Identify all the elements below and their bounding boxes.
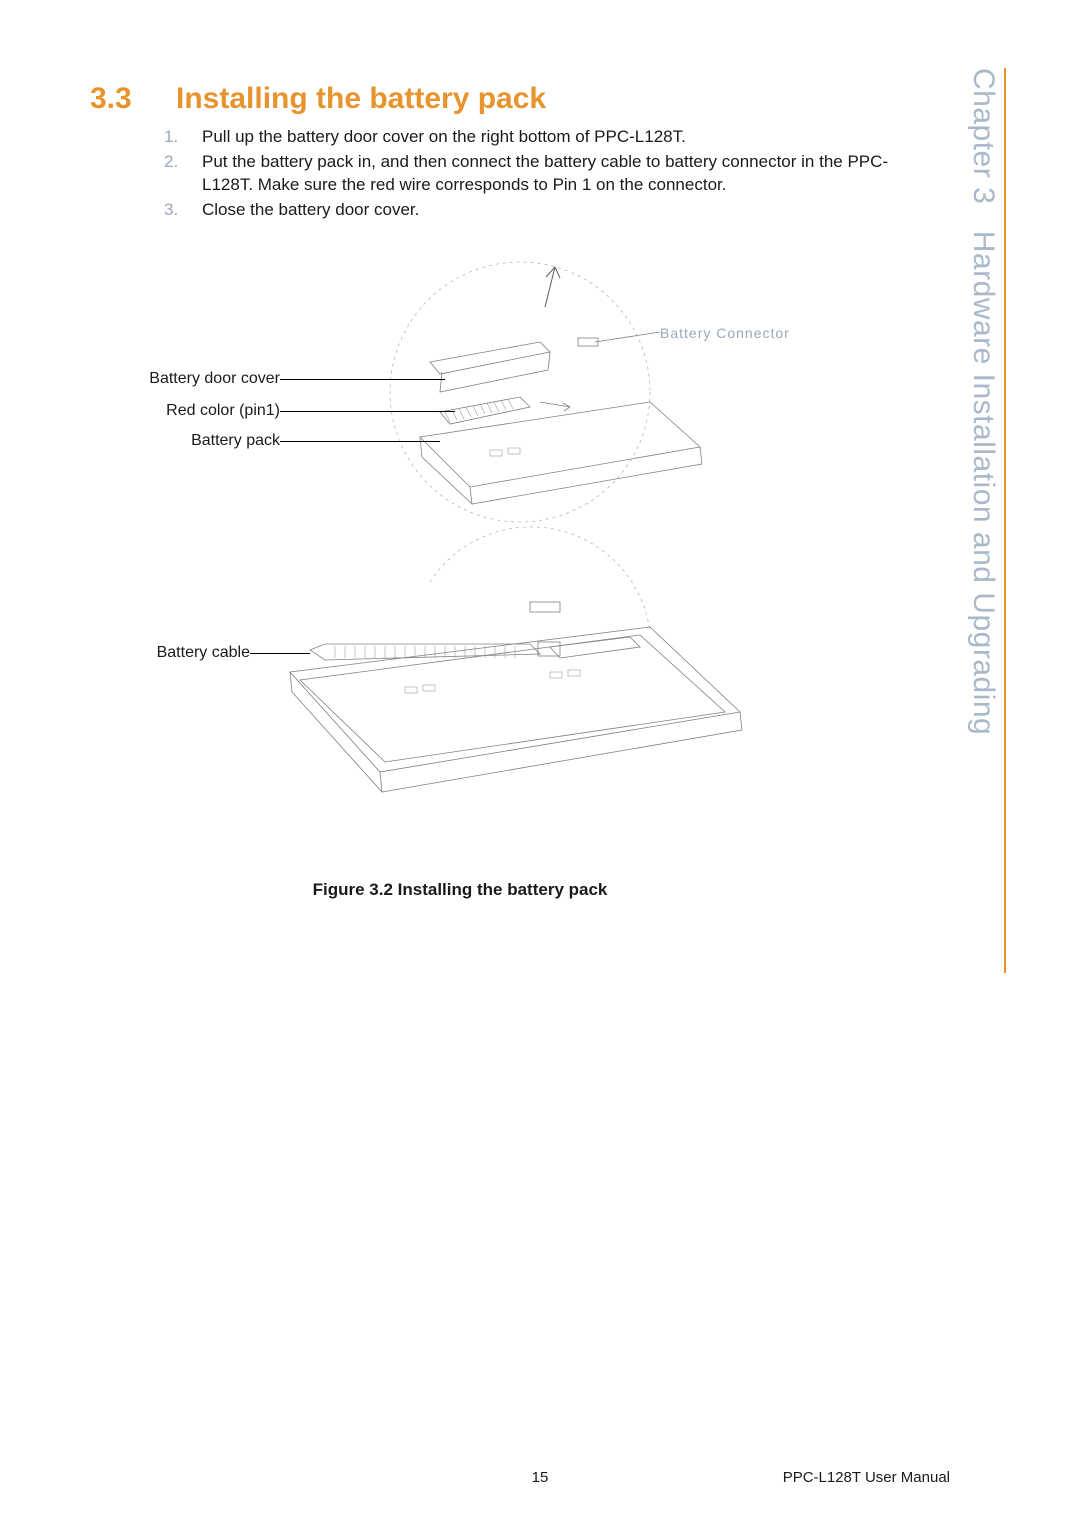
page: Chapter 3 Hardware Installation and Upgr…: [0, 0, 1080, 1527]
list-num: 3.: [164, 199, 184, 222]
list-num: 1.: [164, 126, 184, 149]
leader-battery-cable: [250, 653, 310, 654]
label-battery-cable: Battery cable: [120, 644, 250, 662]
label-battery-pack: Battery pack: [120, 432, 280, 450]
list-body: Put the battery pack in, and then connec…: [202, 151, 910, 197]
leader-battery-door-cover: [280, 379, 445, 380]
label-battery-door-cover: Battery door cover: [120, 370, 280, 388]
steps-list: 1. Pull up the battery door cover on the…: [164, 126, 910, 222]
list-item: 3. Close the battery door cover.: [164, 199, 910, 222]
side-chapter-text: Chapter 3 Hardware Installation and Upgr…: [966, 68, 1000, 735]
content: 3.3 Installing the battery pack 1. Pull …: [90, 82, 910, 900]
section-title: Installing the battery pack: [176, 82, 546, 116]
leader-red-color-pin1: [280, 411, 455, 412]
section-number: 3.3: [90, 82, 146, 116]
figure-caption: Figure 3.2 Installing the battery pack: [150, 880, 770, 900]
figure-upper-svg: [290, 252, 810, 552]
leader-battery-pack: [280, 441, 440, 442]
list-num: 2.: [164, 151, 184, 197]
list-item: 1. Pull up the battery door cover on the…: [164, 126, 910, 149]
side-tab-line: [1004, 68, 1006, 973]
side-chapter: Chapter 3: [967, 68, 1000, 204]
figure-area: Battery door cover Red color (pin1) Batt…: [120, 252, 860, 872]
list-body: Pull up the battery door cover on the ri…: [202, 126, 910, 149]
list-body: Close the battery door cover.: [202, 199, 910, 222]
footer-manual-name: PPC-L128T User Manual: [783, 1469, 950, 1486]
section-heading: 3.3 Installing the battery pack: [90, 82, 910, 116]
label-red-color-pin1: Red color (pin1): [120, 402, 280, 420]
side-tab: Chapter 3 Hardware Installation and Upgr…: [956, 68, 1006, 973]
footer-page-number: 15: [532, 1469, 549, 1486]
list-item: 2. Put the battery pack in, and then con…: [164, 151, 910, 197]
label-battery-connector: Battery Connector: [660, 325, 790, 341]
figure-lower-svg: [230, 572, 790, 832]
side-title: Hardware Installation and Upgrading: [967, 231, 1000, 735]
